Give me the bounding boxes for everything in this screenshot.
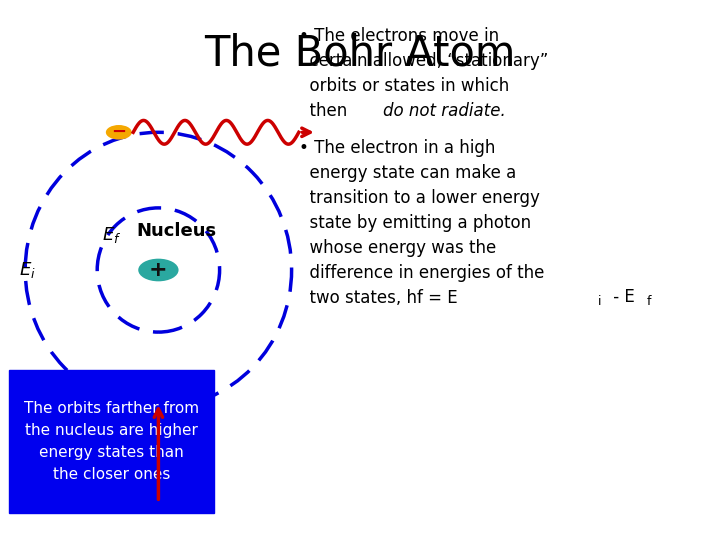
Text: f: f: [647, 295, 651, 308]
FancyBboxPatch shape: [9, 370, 214, 513]
Text: −: −: [111, 123, 127, 141]
Text: - E: - E: [608, 288, 635, 306]
Text: The Bohr Atom: The Bohr Atom: [204, 32, 516, 75]
Text: • The electron in a high
  energy state can make a
  transition to a lower energ: • The electron in a high energy state ca…: [299, 139, 544, 307]
Text: The orbits farther from
the nucleus are higher
energy states than
the closer one: The orbits farther from the nucleus are …: [24, 401, 199, 482]
Text: $E_i$: $E_i$: [19, 260, 36, 280]
Ellipse shape: [106, 125, 132, 140]
Ellipse shape: [138, 259, 179, 281]
Text: i: i: [598, 295, 601, 308]
Text: Nucleus: Nucleus: [136, 222, 217, 240]
Text: • The electrons move in
  certain allowed, “stationary”
  orbits or states in wh: • The electrons move in certain allowed,…: [299, 27, 548, 120]
Text: do not radiate.: do not radiate.: [383, 102, 505, 119]
Text: $E_f$: $E_f$: [102, 225, 121, 245]
Text: +: +: [149, 260, 168, 280]
